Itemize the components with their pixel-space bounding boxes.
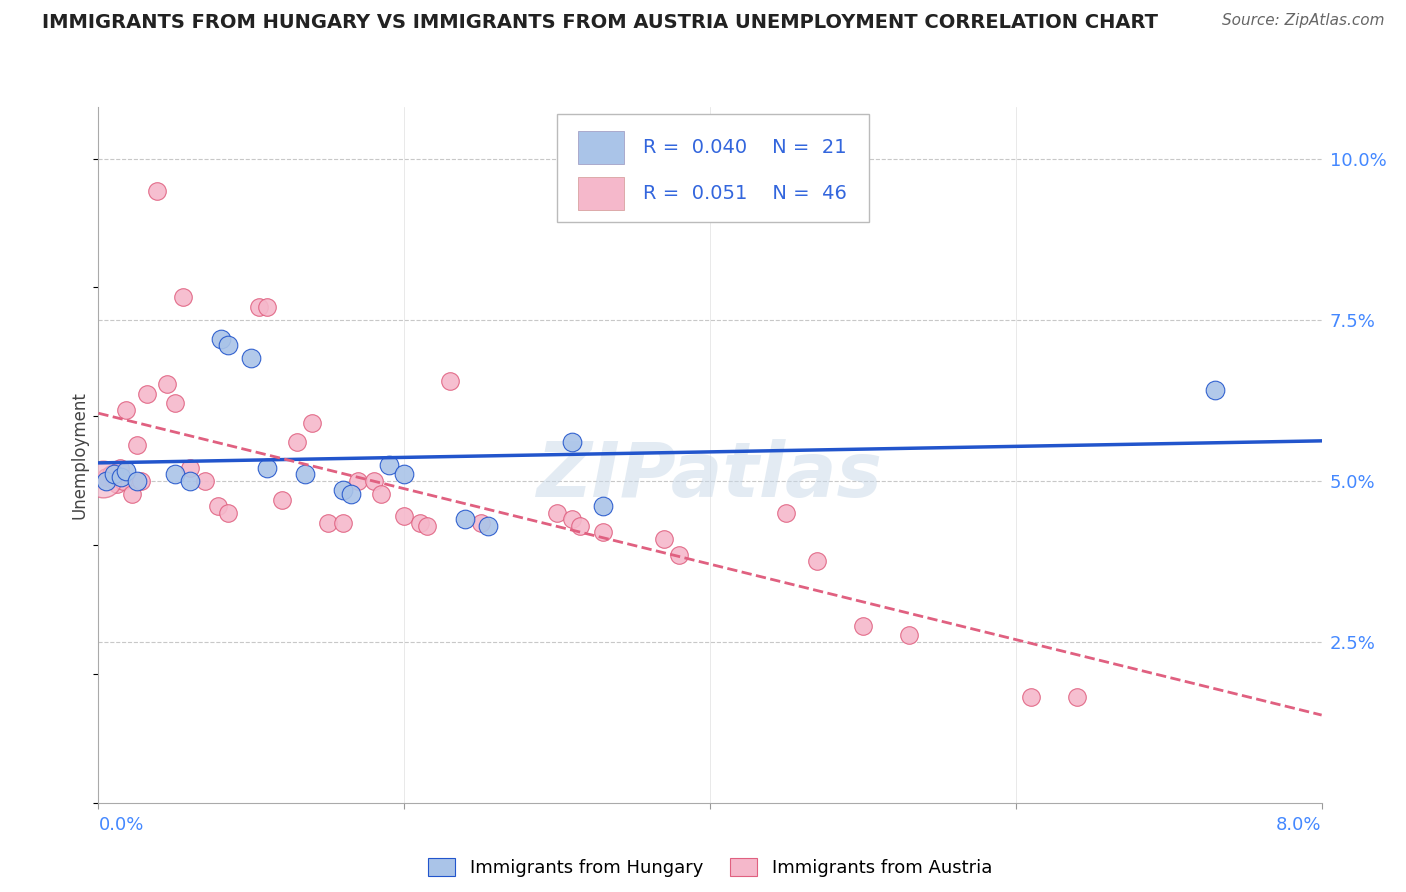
Point: [103, 474, 125, 488]
Point: [1019, 690, 1042, 704]
Point: [294, 467, 316, 482]
Point: [332, 516, 354, 530]
Point: [108, 460, 131, 475]
Point: [94, 474, 117, 488]
Point: [1204, 384, 1226, 398]
Point: [125, 474, 148, 488]
Point: [94, 470, 117, 484]
Point: [256, 460, 278, 475]
Point: [145, 184, 167, 198]
Point: [408, 516, 430, 530]
FancyBboxPatch shape: [578, 131, 624, 164]
Point: [111, 474, 134, 488]
Point: [592, 525, 614, 540]
Point: [172, 290, 194, 304]
Point: [852, 618, 875, 632]
Point: [347, 474, 370, 488]
Point: [592, 500, 614, 514]
Point: [363, 474, 385, 488]
Text: Source: ZipAtlas.com: Source: ZipAtlas.com: [1222, 13, 1385, 29]
Point: [470, 516, 492, 530]
Point: [179, 460, 201, 475]
Point: [546, 506, 568, 520]
Point: [156, 377, 179, 392]
Point: [316, 516, 339, 530]
Point: [129, 474, 152, 488]
Point: [125, 438, 148, 452]
Point: [775, 506, 797, 520]
Text: 0.0%: 0.0%: [98, 816, 143, 834]
FancyBboxPatch shape: [557, 114, 869, 222]
Point: [332, 483, 354, 498]
Point: [207, 500, 229, 514]
FancyBboxPatch shape: [578, 177, 624, 210]
Point: [136, 386, 159, 401]
Point: [121, 486, 143, 500]
Text: R =  0.040    N =  21: R = 0.040 N = 21: [643, 138, 846, 157]
Text: 8.0%: 8.0%: [1277, 816, 1322, 834]
Point: [561, 435, 583, 450]
Point: [240, 351, 263, 366]
Point: [1066, 690, 1088, 704]
Point: [100, 467, 122, 482]
Point: [110, 470, 132, 484]
Text: IMMIGRANTS FROM HUNGARY VS IMMIGRANTS FROM AUSTRIA UNEMPLOYMENT CORRELATION CHAR: IMMIGRANTS FROM HUNGARY VS IMMIGRANTS FR…: [42, 13, 1159, 32]
Text: R =  0.051    N =  46: R = 0.051 N = 46: [643, 184, 846, 202]
Point: [103, 467, 125, 482]
Point: [105, 476, 128, 491]
Point: [454, 512, 477, 526]
Point: [163, 467, 186, 482]
Point: [115, 464, 138, 478]
Point: [392, 467, 416, 482]
Point: [569, 518, 592, 533]
Point: [194, 474, 217, 488]
Point: [416, 518, 439, 533]
Point: [217, 506, 239, 520]
Point: [91, 472, 114, 486]
Point: [270, 493, 294, 508]
Point: [897, 628, 920, 642]
Point: [370, 486, 392, 500]
Point: [561, 512, 583, 526]
Point: [652, 532, 675, 546]
Point: [378, 458, 401, 472]
Point: [115, 402, 138, 417]
Point: [339, 486, 361, 500]
Point: [806, 554, 828, 568]
Point: [668, 548, 690, 562]
Legend: Immigrants from Hungary, Immigrants from Austria: Immigrants from Hungary, Immigrants from…: [420, 850, 1000, 884]
Point: [439, 374, 461, 388]
Point: [209, 332, 232, 346]
Point: [217, 338, 239, 352]
Point: [256, 300, 278, 314]
Point: [477, 518, 499, 533]
Point: [392, 509, 416, 524]
Point: [179, 474, 201, 488]
Point: [163, 396, 186, 410]
Point: [247, 300, 270, 314]
Y-axis label: Unemployment: Unemployment: [70, 391, 89, 519]
Point: [285, 435, 308, 450]
Point: [301, 416, 323, 430]
Text: ZIPatlas: ZIPatlas: [537, 439, 883, 513]
